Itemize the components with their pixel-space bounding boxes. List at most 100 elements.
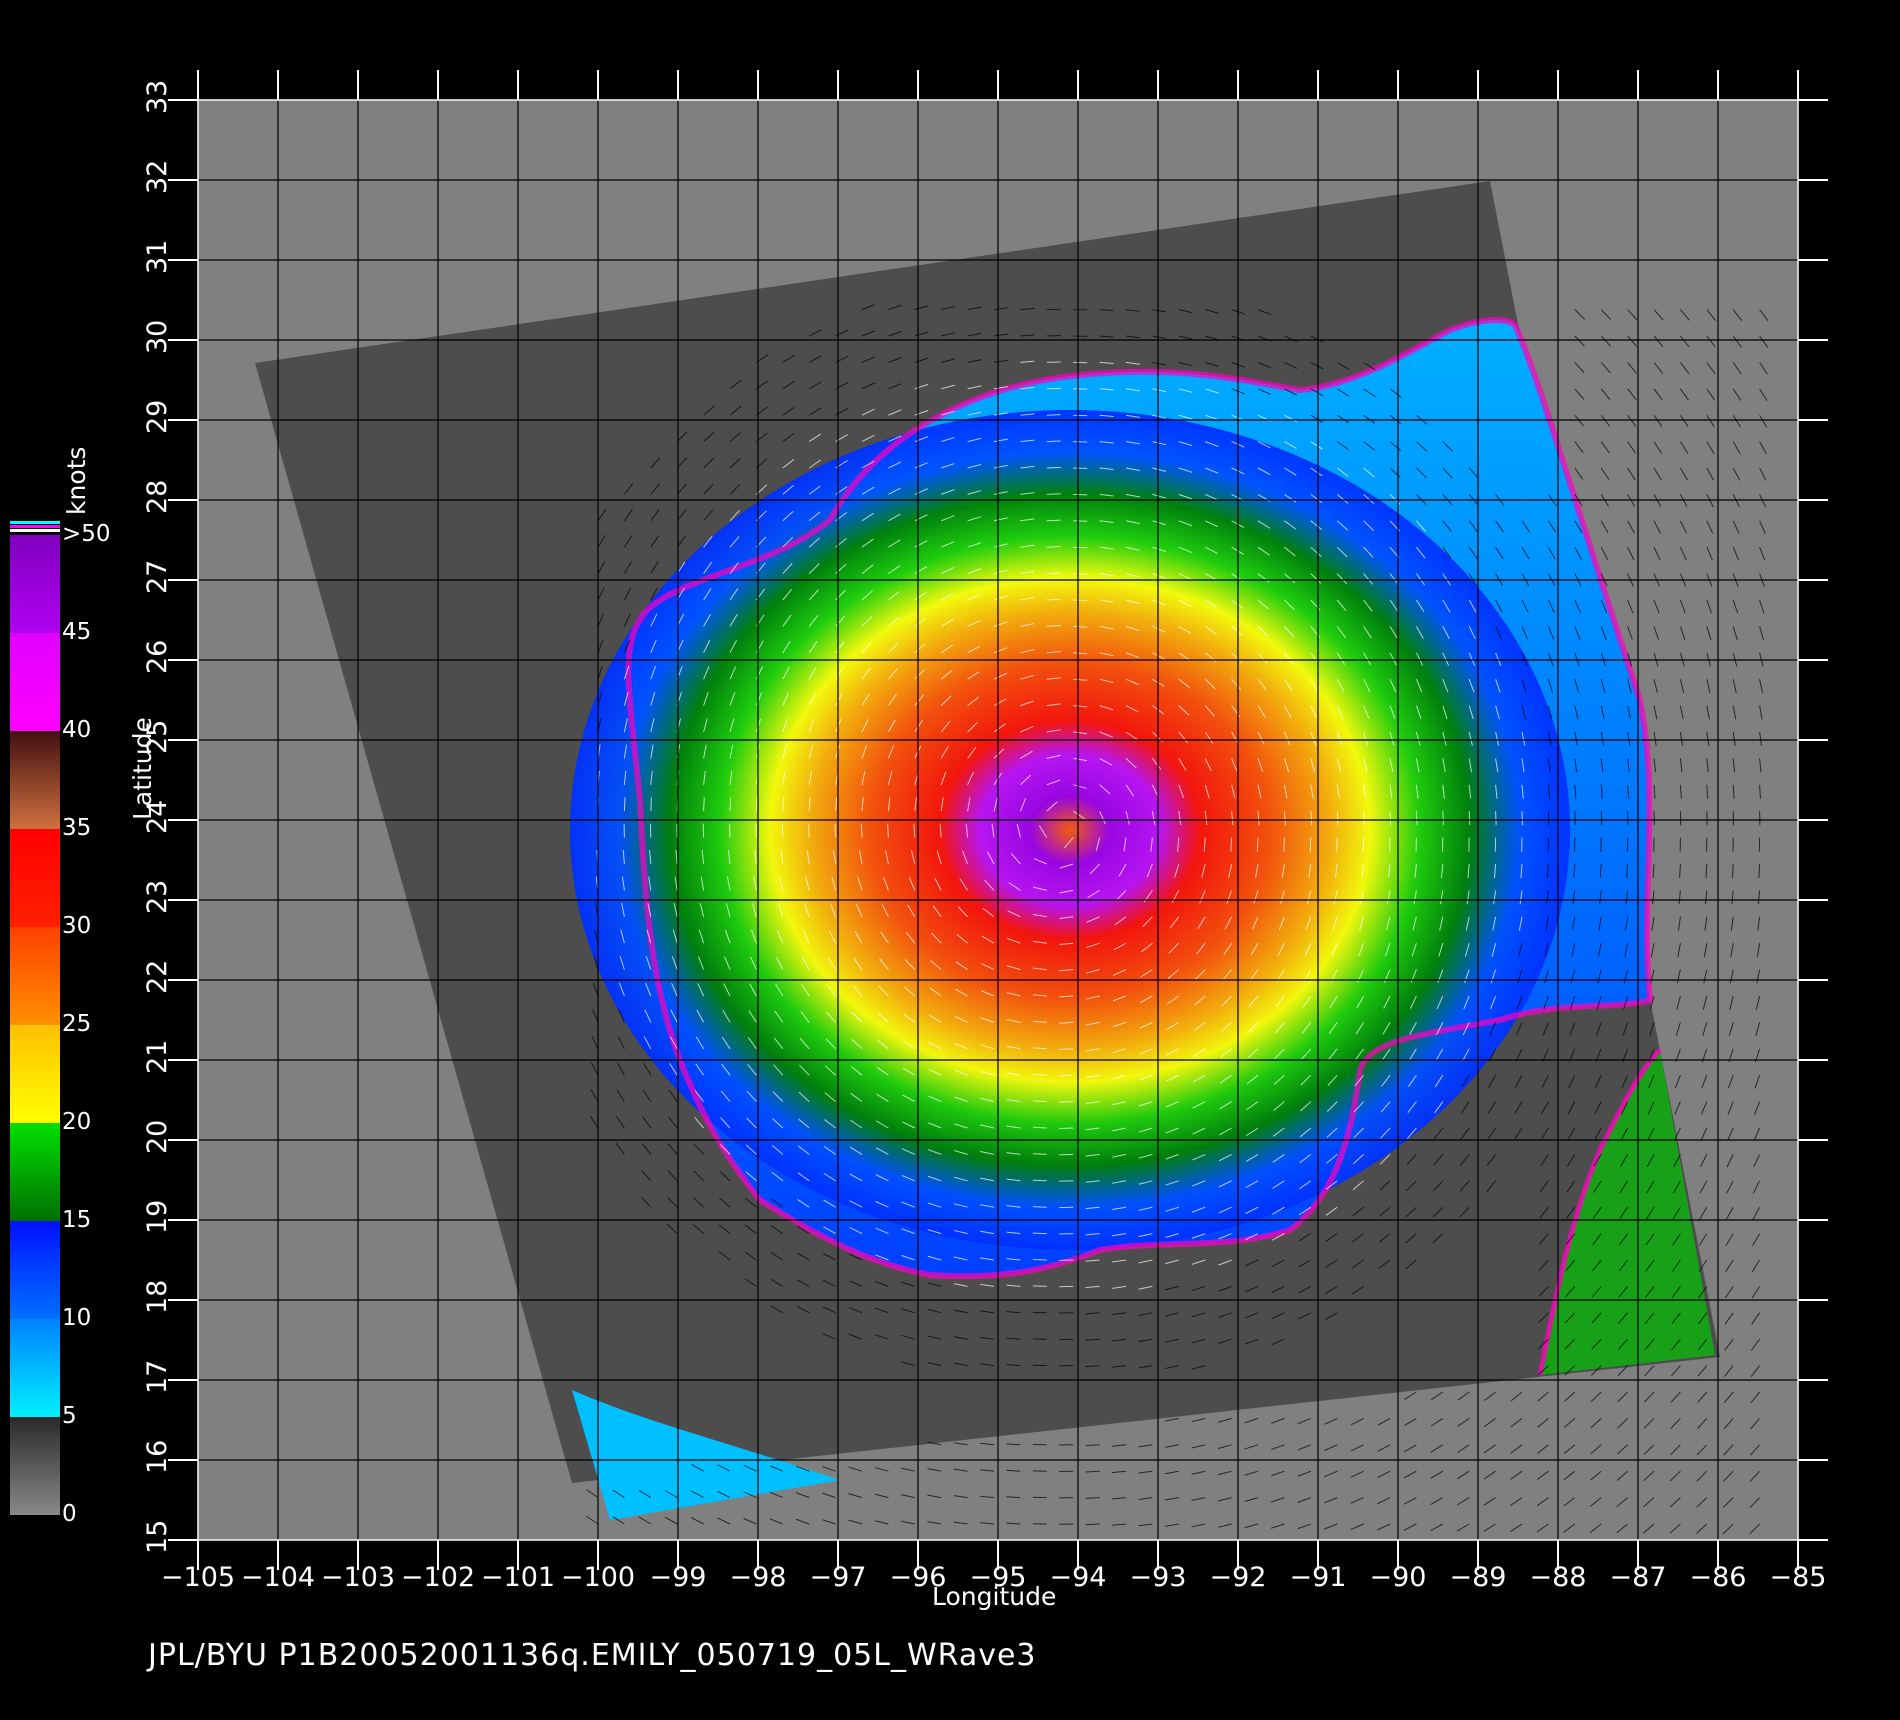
wind-barb xyxy=(1283,705,1292,719)
wind-barb xyxy=(1178,705,1190,716)
wind-barb xyxy=(1378,1259,1391,1269)
wind-barb xyxy=(823,1199,836,1208)
wind-barb xyxy=(1125,467,1140,471)
wind-barb xyxy=(1165,1153,1179,1160)
wind-barb xyxy=(1540,1154,1549,1167)
wind-barb xyxy=(621,876,625,891)
y-tick-label: 27 xyxy=(142,559,173,594)
wind-barb xyxy=(1653,758,1657,773)
wind-barb xyxy=(965,823,969,838)
wind-barb xyxy=(645,982,652,997)
wind-barb xyxy=(1759,335,1769,348)
wind-barb xyxy=(1415,811,1418,826)
wind-barb xyxy=(771,1144,784,1155)
wind-barb xyxy=(1363,467,1375,478)
wind-barb xyxy=(1679,414,1689,428)
wind-barb xyxy=(1600,626,1607,640)
wind-barb xyxy=(1178,361,1193,367)
wind-barb xyxy=(1416,520,1426,532)
wind-barb xyxy=(1537,1391,1549,1402)
wind-barb xyxy=(729,562,739,574)
wind-barb xyxy=(1379,1154,1391,1165)
wind-barb xyxy=(1623,969,1629,984)
wind-barb xyxy=(1032,1126,1047,1129)
wind-barb xyxy=(717,1490,731,1499)
wind-barb xyxy=(1246,1074,1259,1085)
wind-barb xyxy=(1697,1391,1708,1403)
wind-barb xyxy=(1270,1497,1285,1503)
wind-barb xyxy=(1178,678,1191,689)
wind-barb xyxy=(1759,758,1762,773)
wind-barb xyxy=(1653,679,1658,693)
wind-barb xyxy=(941,305,955,311)
wind-barb xyxy=(1706,626,1712,640)
wind-barb xyxy=(888,330,902,337)
wind-barb xyxy=(1756,969,1761,984)
wind-barb xyxy=(1432,1180,1444,1192)
wind-barb xyxy=(1702,1022,1708,1036)
wind-barb xyxy=(1125,758,1137,769)
wind-barb xyxy=(612,1489,625,1499)
wind-barb xyxy=(980,1522,995,1525)
wind-barb xyxy=(1010,853,1021,865)
wind-barb xyxy=(980,1097,995,1103)
wind-barb xyxy=(780,850,784,865)
wind-barb xyxy=(1358,943,1365,957)
wind-barb xyxy=(1574,414,1584,427)
wind-barb xyxy=(1461,1074,1470,1088)
wind-barb xyxy=(617,1062,625,1076)
wind-barb xyxy=(854,930,863,944)
wind-barb xyxy=(901,1308,915,1314)
wind-barb xyxy=(1310,705,1318,719)
wind-barb xyxy=(879,958,889,970)
wind-barb xyxy=(1152,573,1166,579)
wind-barb xyxy=(1644,1312,1655,1324)
wind-barb xyxy=(823,1226,836,1235)
wind-barb xyxy=(798,1118,810,1129)
wind-barb xyxy=(808,381,822,390)
pacific-wind xyxy=(572,1390,840,1520)
wind-barb xyxy=(1169,916,1180,929)
wind-barb xyxy=(1538,1312,1549,1324)
wind-barb xyxy=(1224,916,1233,930)
wind-barb xyxy=(1218,1180,1232,1188)
wind-barb xyxy=(823,1146,836,1155)
wind-barb xyxy=(670,1009,678,1023)
wind-barb xyxy=(1646,1180,1655,1194)
wind-barb xyxy=(1205,493,1219,501)
wind-barb xyxy=(1618,1286,1628,1298)
wind-barb xyxy=(1273,1101,1285,1111)
wind-barb xyxy=(1334,863,1338,878)
wind-barb xyxy=(914,694,925,706)
wind-barb xyxy=(1724,1338,1734,1351)
wind-barb xyxy=(1703,969,1708,984)
wind-barb xyxy=(1059,1021,1074,1024)
wind-barb xyxy=(1302,995,1312,1008)
wind-barb xyxy=(901,1281,915,1287)
wind-barb xyxy=(1046,545,1061,548)
wind-barb xyxy=(1125,388,1140,392)
wind-barb xyxy=(1706,784,1709,799)
wind-barb xyxy=(861,719,869,733)
wind-barb xyxy=(1457,1444,1470,1453)
wind-barb xyxy=(901,1467,915,1472)
wind-barb xyxy=(859,850,863,865)
wind-barb xyxy=(1442,546,1452,559)
wind-barb xyxy=(993,698,1007,707)
wind-barb xyxy=(1032,1232,1047,1235)
wind-barb xyxy=(1328,1048,1338,1061)
wind-barb xyxy=(1363,731,1369,746)
wind-barb xyxy=(1677,916,1681,931)
y-tick-label: 26 xyxy=(142,639,173,674)
wind-barb xyxy=(1112,1259,1127,1263)
wind-barb xyxy=(1046,572,1061,575)
wind-barb xyxy=(747,1037,757,1050)
wind-barb xyxy=(699,903,705,917)
wind-barb xyxy=(1326,1127,1338,1138)
wind-barb xyxy=(914,410,929,416)
wind-barb xyxy=(1539,1233,1549,1245)
wind-barb xyxy=(1178,652,1191,661)
wind-barb xyxy=(1257,626,1269,637)
wind-barb xyxy=(1653,309,1664,321)
wind-barb xyxy=(1440,890,1444,905)
